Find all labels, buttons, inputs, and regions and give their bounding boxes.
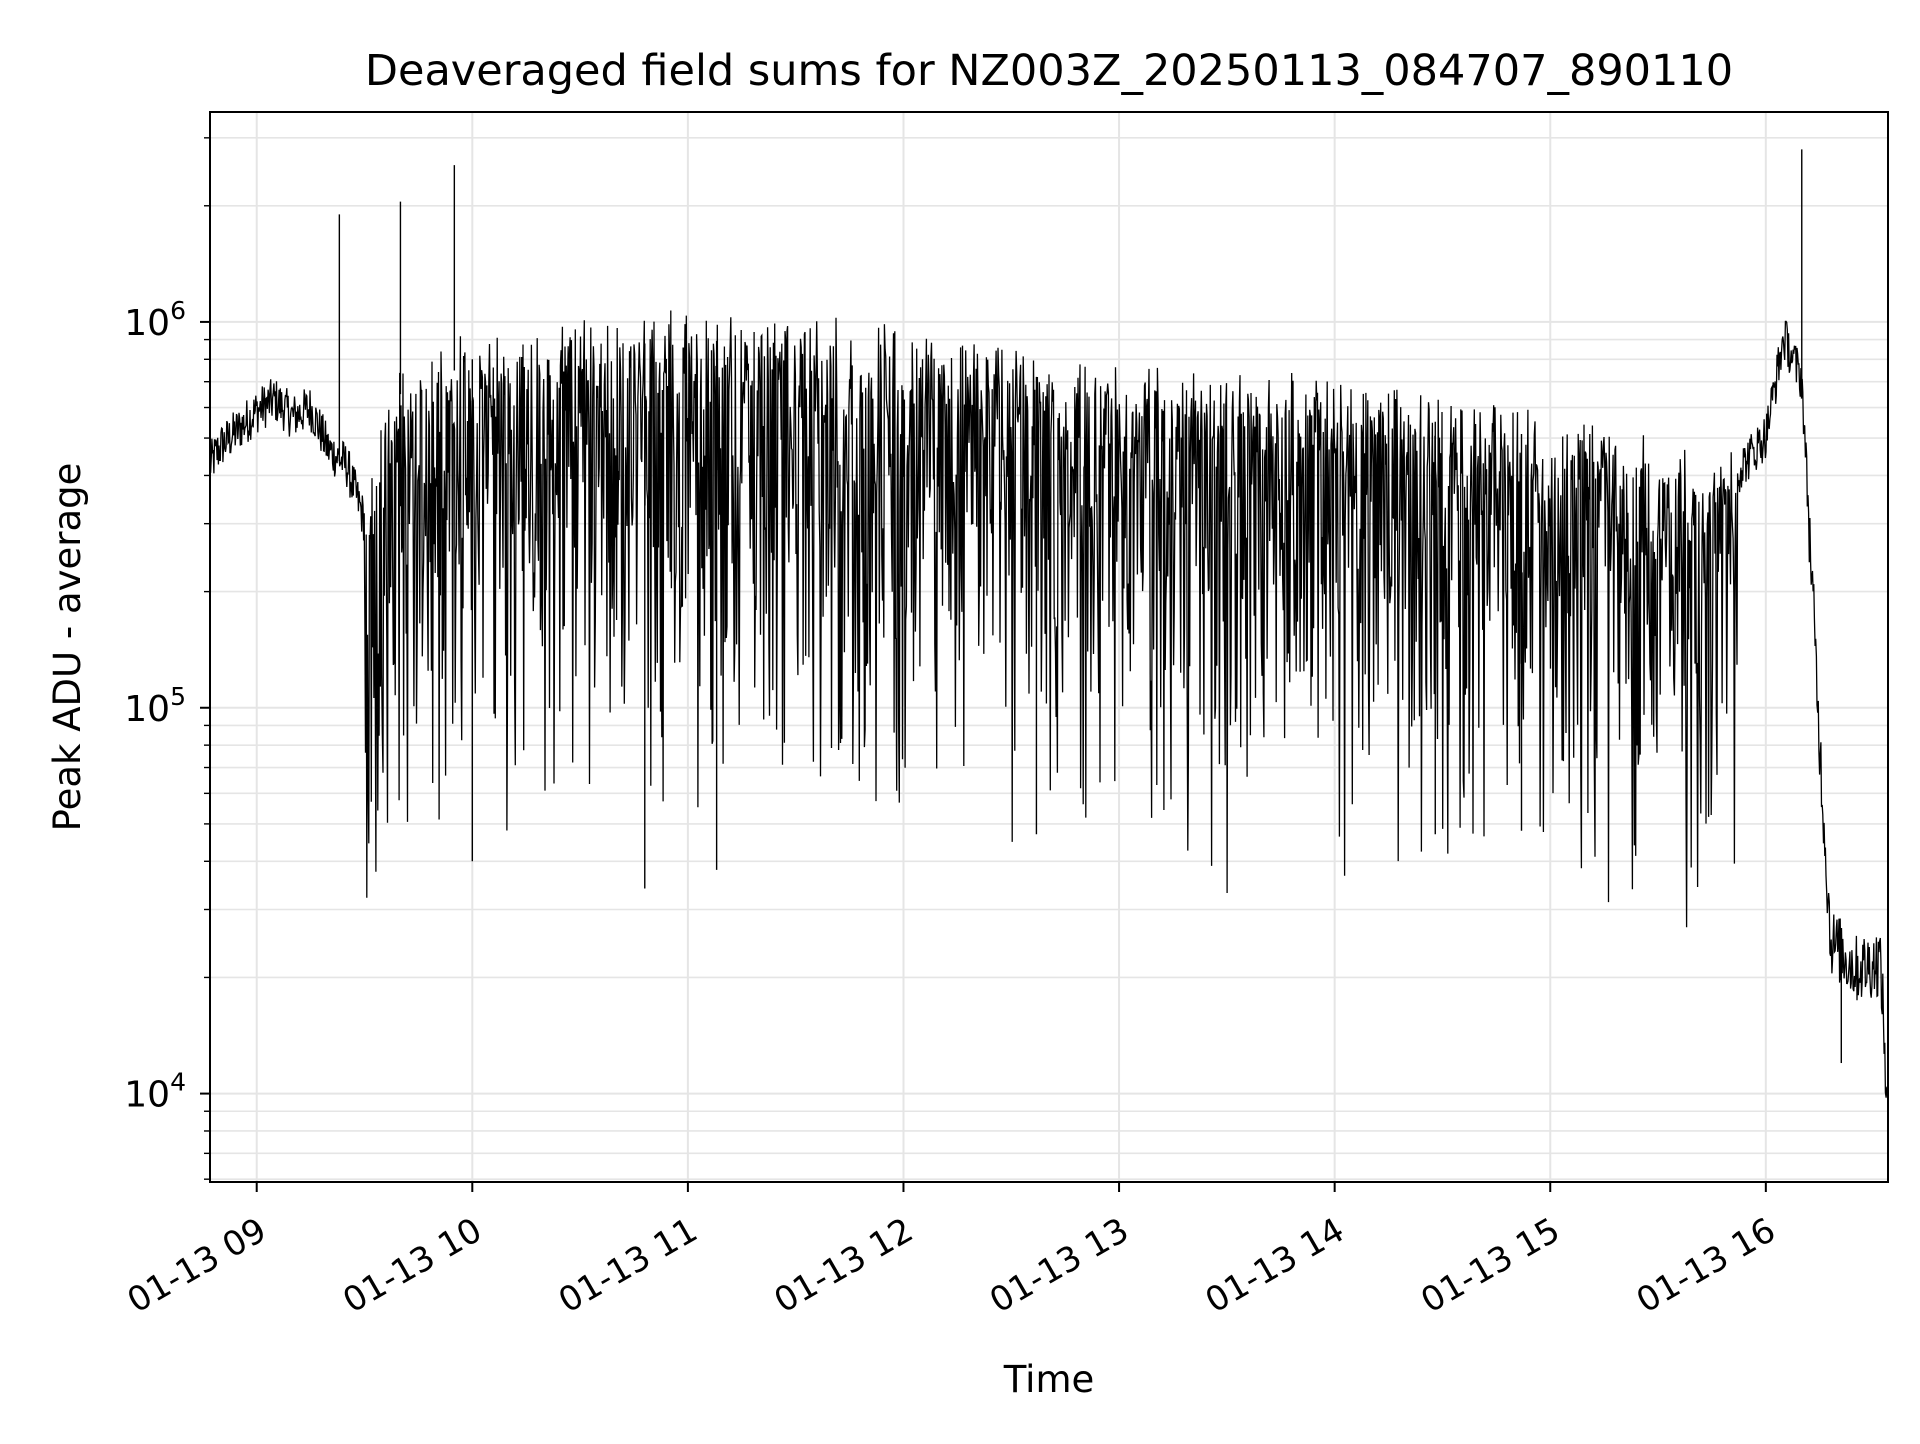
y-tick-label-base: 10 [124,689,170,730]
x-axis-label: Time [1003,1358,1095,1401]
plot-frame [209,111,1889,1183]
y-tick-label-base: 10 [124,303,170,344]
series-layer [209,149,1889,1118]
y-axis-label: Peak ADU - average [46,463,89,832]
y-tick-label: 105 [124,682,186,730]
y-tick-label-exponent: 5 [170,682,186,711]
y-tick-label: 106 [124,296,186,344]
y-tick-label-base: 10 [124,1075,170,1116]
y-tick-label-exponent: 4 [170,1068,186,1097]
y-tick-label-exponent: 6 [170,296,186,325]
chart-title: Deaveraged field sums for NZ003Z_2025011… [365,46,1733,96]
y-tick-label: 104 [124,1068,186,1116]
series-line [209,310,1889,1118]
